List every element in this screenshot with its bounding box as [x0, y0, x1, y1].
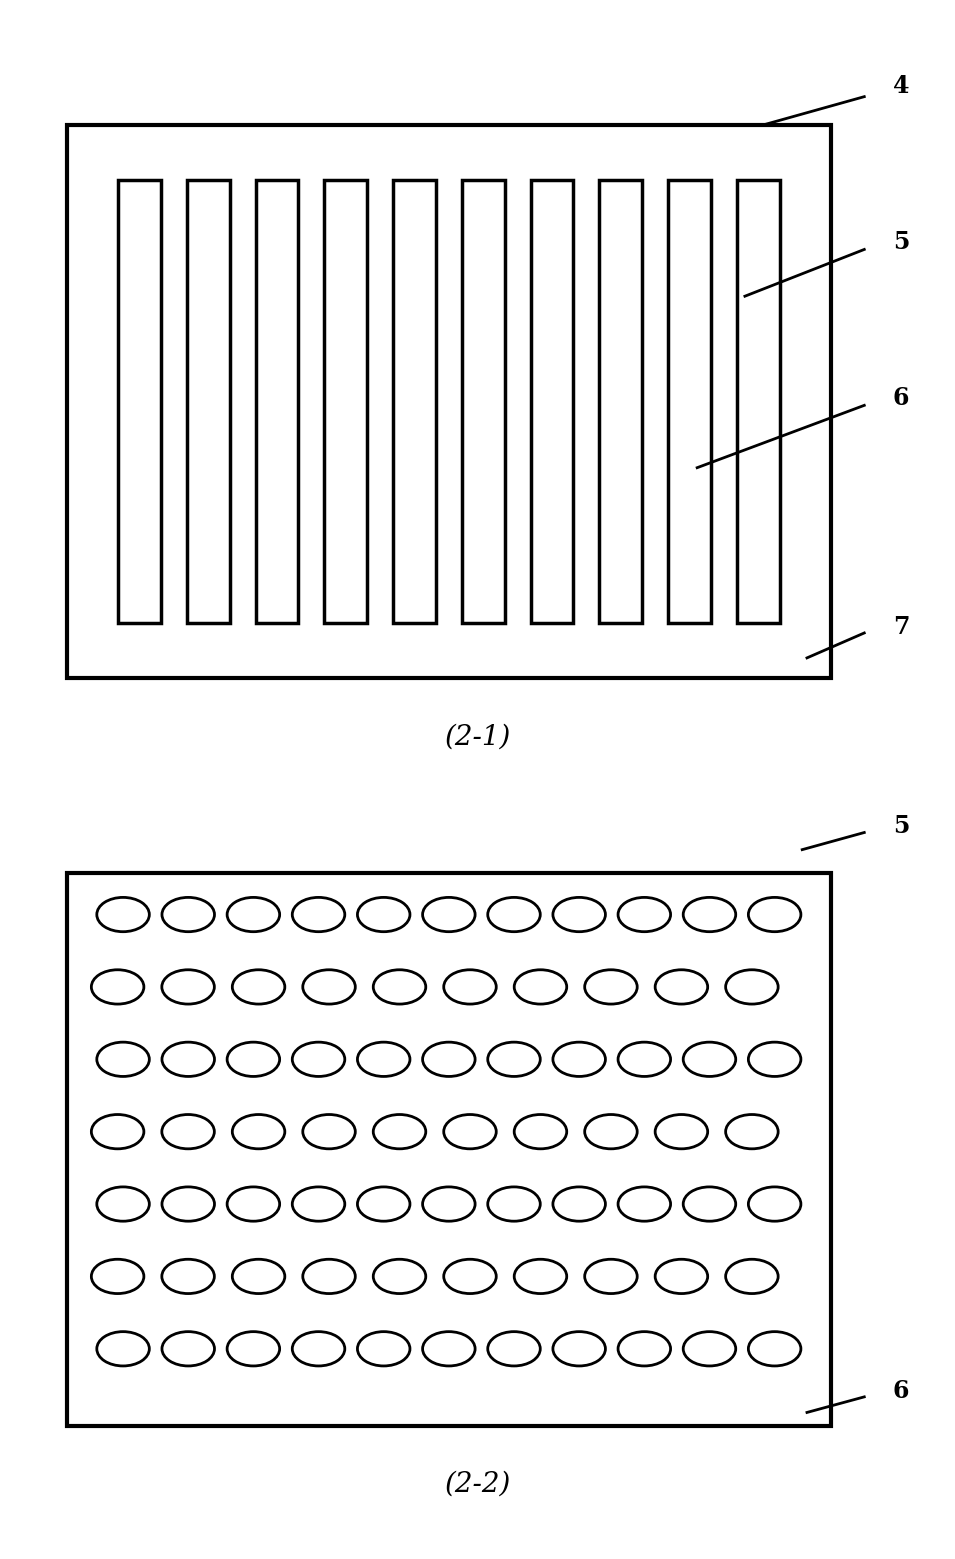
Ellipse shape — [618, 898, 670, 932]
Ellipse shape — [303, 1260, 355, 1294]
Bar — [393, 181, 435, 624]
Text: 5: 5 — [893, 814, 909, 839]
Ellipse shape — [655, 970, 708, 1004]
Ellipse shape — [514, 970, 566, 1004]
Text: 6: 6 — [893, 385, 909, 410]
Text: 5: 5 — [893, 229, 909, 254]
Ellipse shape — [514, 1260, 566, 1294]
Ellipse shape — [553, 1331, 605, 1366]
Ellipse shape — [683, 1186, 735, 1221]
Ellipse shape — [227, 1186, 280, 1221]
Ellipse shape — [292, 898, 345, 932]
Ellipse shape — [357, 1041, 410, 1076]
Ellipse shape — [162, 1186, 215, 1221]
Ellipse shape — [357, 1186, 410, 1221]
Ellipse shape — [303, 1115, 355, 1149]
Ellipse shape — [227, 898, 280, 932]
Bar — [462, 181, 504, 624]
Ellipse shape — [488, 1331, 541, 1366]
Ellipse shape — [96, 1331, 149, 1366]
Ellipse shape — [553, 1186, 605, 1221]
Ellipse shape — [488, 1186, 541, 1221]
Bar — [187, 181, 229, 624]
Ellipse shape — [618, 1041, 670, 1076]
Bar — [67, 873, 831, 1426]
Ellipse shape — [618, 1186, 670, 1221]
Text: 4: 4 — [893, 73, 909, 98]
Ellipse shape — [444, 1260, 497, 1294]
Ellipse shape — [655, 1260, 708, 1294]
Ellipse shape — [749, 898, 801, 932]
Text: (2-2): (2-2) — [444, 1470, 511, 1498]
Ellipse shape — [292, 1041, 345, 1076]
Bar — [256, 181, 298, 624]
Ellipse shape — [162, 1041, 215, 1076]
Ellipse shape — [749, 1041, 801, 1076]
Ellipse shape — [488, 898, 541, 932]
Ellipse shape — [423, 898, 476, 932]
Ellipse shape — [357, 898, 410, 932]
Ellipse shape — [444, 1115, 497, 1149]
Ellipse shape — [423, 1041, 476, 1076]
Bar — [325, 181, 367, 624]
Ellipse shape — [161, 1260, 214, 1294]
Bar — [531, 181, 573, 624]
Ellipse shape — [726, 1115, 778, 1149]
Ellipse shape — [227, 1331, 280, 1366]
Ellipse shape — [357, 1331, 410, 1366]
Ellipse shape — [292, 1331, 345, 1366]
Ellipse shape — [553, 1041, 605, 1076]
Ellipse shape — [162, 898, 215, 932]
Ellipse shape — [92, 970, 144, 1004]
Ellipse shape — [92, 1115, 144, 1149]
Ellipse shape — [584, 1115, 637, 1149]
Ellipse shape — [514, 1115, 566, 1149]
Ellipse shape — [162, 1331, 215, 1366]
Ellipse shape — [488, 1041, 541, 1076]
Ellipse shape — [92, 1260, 144, 1294]
Ellipse shape — [749, 1331, 801, 1366]
Bar — [67, 125, 831, 678]
Ellipse shape — [161, 970, 214, 1004]
Ellipse shape — [683, 1331, 735, 1366]
Ellipse shape — [373, 970, 426, 1004]
Ellipse shape — [749, 1186, 801, 1221]
Ellipse shape — [618, 1331, 670, 1366]
Text: (2-1): (2-1) — [444, 723, 511, 751]
Ellipse shape — [161, 1115, 214, 1149]
Ellipse shape — [584, 1260, 637, 1294]
Ellipse shape — [423, 1331, 476, 1366]
Ellipse shape — [726, 970, 778, 1004]
Ellipse shape — [96, 1186, 149, 1221]
Ellipse shape — [232, 970, 285, 1004]
Ellipse shape — [292, 1186, 345, 1221]
Ellipse shape — [423, 1186, 476, 1221]
Ellipse shape — [553, 898, 605, 932]
Ellipse shape — [303, 970, 355, 1004]
Ellipse shape — [373, 1260, 426, 1294]
Bar — [600, 181, 642, 624]
Ellipse shape — [227, 1041, 280, 1076]
Ellipse shape — [96, 1041, 149, 1076]
Ellipse shape — [683, 898, 735, 932]
Ellipse shape — [232, 1115, 285, 1149]
Ellipse shape — [683, 1041, 735, 1076]
Text: 6: 6 — [893, 1378, 909, 1403]
Text: 7: 7 — [893, 614, 909, 639]
Ellipse shape — [655, 1115, 708, 1149]
Ellipse shape — [232, 1260, 285, 1294]
Ellipse shape — [444, 970, 497, 1004]
Ellipse shape — [96, 898, 149, 932]
Bar — [118, 181, 160, 624]
Ellipse shape — [726, 1260, 778, 1294]
Ellipse shape — [584, 970, 637, 1004]
Bar — [668, 181, 711, 624]
Ellipse shape — [373, 1115, 426, 1149]
Bar — [737, 181, 779, 624]
